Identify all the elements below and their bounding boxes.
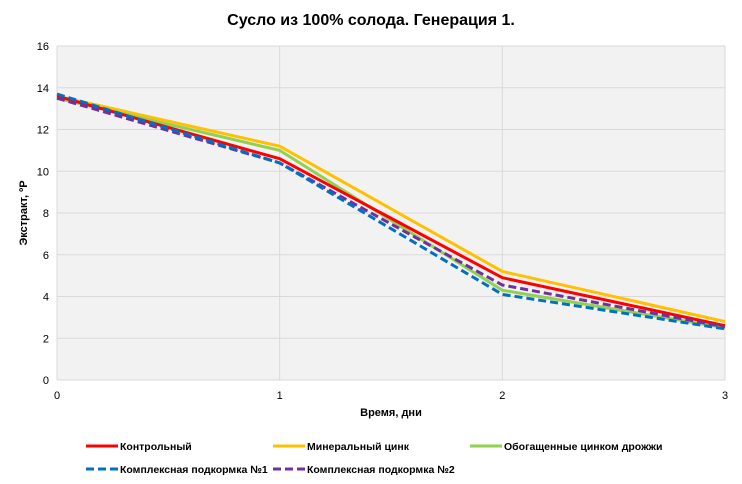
y-tick-label: 4 <box>43 292 49 304</box>
series-line <box>56 94 726 328</box>
x-axis-label: Время, дни <box>360 407 422 419</box>
y-tick-label: 0 <box>43 375 49 387</box>
y-tick-label: 10 <box>37 166 49 178</box>
y-tick-label: 6 <box>43 250 49 262</box>
series-line <box>56 92 726 331</box>
series-line <box>56 96 726 330</box>
legend-label: Комплексная подкормка №1 <box>120 464 268 476</box>
y-tick-label: 16 <box>37 41 49 53</box>
x-tick-label: 2 <box>499 390 505 402</box>
chart-title: Сусло из 100% солода. Генерация 1. <box>227 12 515 29</box>
y-axis-label: Экстракт, ºР <box>18 180 30 245</box>
y-tick-label: 8 <box>43 208 49 220</box>
legend-label: Обогащенные цинком дрожжи <box>504 441 662 453</box>
y-tick-label: 14 <box>37 83 49 95</box>
legend-label: Контрольный <box>120 441 192 453</box>
legend-label: Комплексная подкормка №2 <box>307 464 455 476</box>
series-line <box>56 96 726 329</box>
y-tick-label: 2 <box>43 333 49 345</box>
y-tick-label: 12 <box>37 125 49 137</box>
x-tick-label: 0 <box>54 390 60 402</box>
x-tick-label: 3 <box>722 390 728 402</box>
series-line <box>56 94 726 324</box>
x-tick-label: 1 <box>277 390 283 402</box>
legend-label: Минеральный цинк <box>307 441 410 453</box>
